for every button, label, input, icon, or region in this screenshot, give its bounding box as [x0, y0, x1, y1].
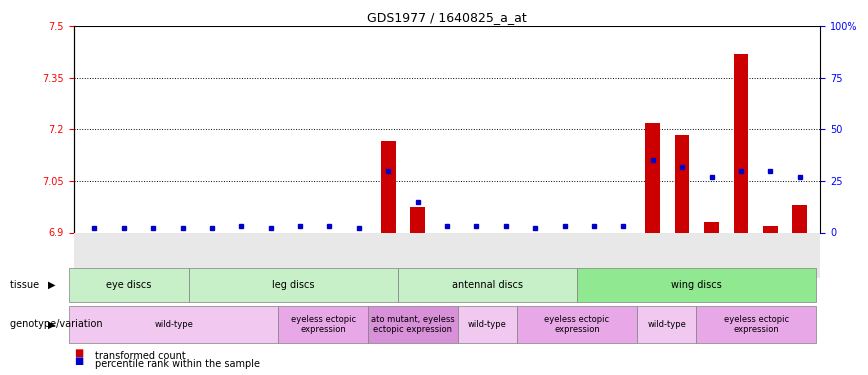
Bar [733, 54, 748, 232]
Text: wing discs: wing discs [671, 280, 722, 290]
Bar [411, 207, 425, 232]
Bar [763, 226, 778, 232]
Bar [704, 222, 719, 232]
Text: ■: ■ [74, 356, 83, 366]
Text: eyeless ectopic
expression: eyeless ectopic expression [724, 315, 789, 334]
Bar [792, 205, 807, 232]
Text: ■: ■ [74, 348, 83, 358]
Text: eye discs: eye discs [107, 280, 152, 290]
Text: percentile rank within the sample: percentile rank within the sample [95, 359, 260, 369]
Bar [646, 123, 660, 232]
Text: eyeless ectopic
expression: eyeless ectopic expression [544, 315, 609, 334]
Text: leg discs: leg discs [273, 280, 314, 290]
Text: ▶: ▶ [48, 280, 56, 290]
Text: eyeless ectopic
expression: eyeless ectopic expression [291, 315, 356, 334]
Text: wild-type: wild-type [648, 320, 686, 329]
Text: ato mutant, eyeless
ectopic expression: ato mutant, eyeless ectopic expression [371, 315, 455, 334]
Text: wild-type: wild-type [155, 320, 194, 329]
Text: genotype/variation: genotype/variation [10, 320, 109, 329]
Text: antennal discs: antennal discs [452, 280, 523, 290]
Text: GDS1977 / 1640825_a_at: GDS1977 / 1640825_a_at [367, 11, 527, 24]
Bar [674, 135, 689, 232]
Bar [381, 141, 396, 232]
Text: wild-type: wild-type [468, 320, 507, 329]
Text: ▶: ▶ [48, 320, 56, 329]
Text: transformed count: transformed count [95, 351, 187, 361]
Text: tissue: tissue [10, 280, 46, 290]
